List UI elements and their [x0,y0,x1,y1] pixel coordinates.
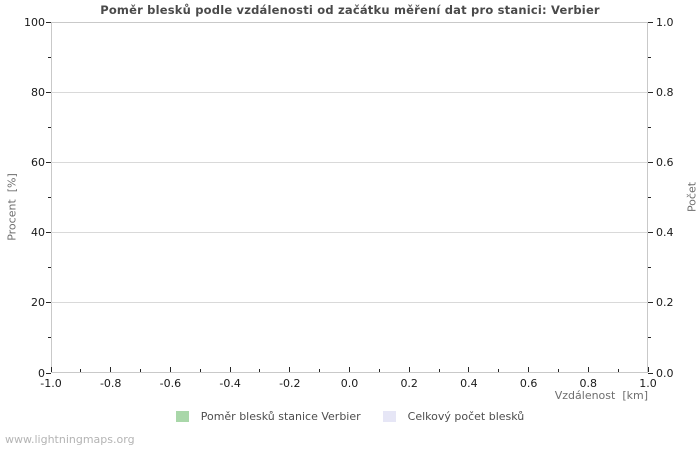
y-axis-left-tick-mark [46,372,51,374]
x-axis-tick-label: -1.0 [40,377,62,390]
legend-swatch-total-count [382,410,396,422]
x-axis-tick-label: 0.4 [460,377,478,390]
plot-area [51,22,648,373]
y-axis-left-minor-tick [48,197,51,198]
y-axis-left-tick-mark [46,232,51,234]
y-axis-left-tick-label: 20 [31,296,45,310]
x-axis-minor-tick [557,369,559,372]
y-axis-left-minor-tick [48,337,51,339]
x-axis-tick-label: 0.8 [579,377,598,390]
x-axis-tick-mark [169,367,171,372]
x-axis-minor-tick [199,369,201,372]
x-axis-tick-mark [229,367,231,372]
y-axis-right-tick-label: 0.2 [656,296,674,310]
y-axis-right-tick-label: 1.0 [656,15,674,29]
x-axis-minor-tick [80,369,82,372]
x-axis-tick-mark [647,367,649,372]
y-axis-right-tick-mark [648,232,653,234]
y-axis-right-minor-tick [648,56,651,58]
x-axis-minor-tick [259,369,261,372]
x-axis-tick-mark [289,367,291,372]
y-axis-right-tick-mark [648,302,653,304]
y-axis-right-tick-label: 0.4 [656,226,674,240]
y-axis-right-tick-mark [648,21,653,23]
y-axis-right-tick-mark [648,161,653,163]
x-axis-tick-label: 1.0 [639,377,657,390]
x-axis-tick-label: 0.2 [400,377,418,390]
legend-swatch-station-ratio [175,410,189,422]
x-axis-label: Vzdálenost [km] [554,389,648,402]
x-axis-tick-label: 0.6 [519,377,538,390]
legend-label-station-ratio: Poměr blesků stanice Verbier [200,409,361,423]
y-axis-left-tick-label: 40 [31,226,45,240]
legend: Poměr blesků stanice Verbier Celkový poč… [0,408,700,424]
x-axis-minor-tick [617,369,619,372]
y-axis-right-minor-tick [648,267,651,269]
y-axis-left-minor-tick [48,267,51,269]
x-axis-minor-tick [140,369,142,372]
x-axis-tick-mark [408,367,410,372]
y-axis-left-tick-mark [46,21,51,23]
y-axis-left-minor-tick [48,126,51,128]
gridline [51,161,648,163]
y-axis-right-tick-mark [648,91,653,93]
x-axis-minor-tick [319,369,321,372]
x-axis-minor-tick [438,369,440,372]
x-axis-tick-mark [50,367,52,372]
y-axis-right-minor-tick [648,197,651,198]
x-axis-tick-label: -0.2 [279,377,301,390]
x-axis-tick-label: -0.8 [99,377,122,390]
x-axis-tick-label: -0.6 [159,377,182,390]
gridline [51,302,648,304]
y-axis-right-label: Počet [685,181,699,213]
y-axis-left-tick-label: 80 [31,85,45,99]
watermark: www.lightningmaps.org [5,433,135,446]
gridline [51,232,648,234]
x-axis-tick-mark [468,367,470,372]
y-axis-left-tick-label: 0 [38,366,45,380]
y-axis-right-tick-label: 0.6 [656,155,674,169]
y-axis-left-minor-tick [48,56,51,58]
x-axis-tick-mark [110,367,112,372]
gridline [51,91,648,93]
x-axis-minor-tick [498,369,500,372]
legend-item-station-ratio: Poměr blesků stanice Verbier [175,409,361,423]
y-axis-left-tick-mark [46,91,51,93]
y-axis-right-minor-tick [648,126,651,128]
y-axis-right-tick-mark [648,372,653,374]
y-axis-left-tick-label: 60 [31,155,45,169]
y-axis-right-tick-label: 0.0 [656,366,674,380]
y-axis-right-minor-tick [648,337,651,339]
legend-item-total-count: Celkový počet blesků [382,409,525,423]
chart-title: Poměr blesků podle vzdálenosti od začátk… [100,3,600,17]
x-axis-tick-label: 0.0 [340,377,359,390]
x-axis-tick-label: -0.4 [219,377,241,390]
x-axis-tick-mark [528,367,530,372]
x-axis-tick-mark [587,367,589,372]
y-axis-left-tick-mark [46,161,51,163]
y-axis-left-tick-mark [46,302,51,304]
y-axis-right-tick-label: 0.8 [656,85,674,99]
x-axis-minor-tick [378,369,380,372]
x-axis-tick-mark [349,367,350,372]
y-axis-left-tick-label: 100 [24,15,45,29]
legend-label-total-count: Celkový počet blesků [407,409,525,423]
